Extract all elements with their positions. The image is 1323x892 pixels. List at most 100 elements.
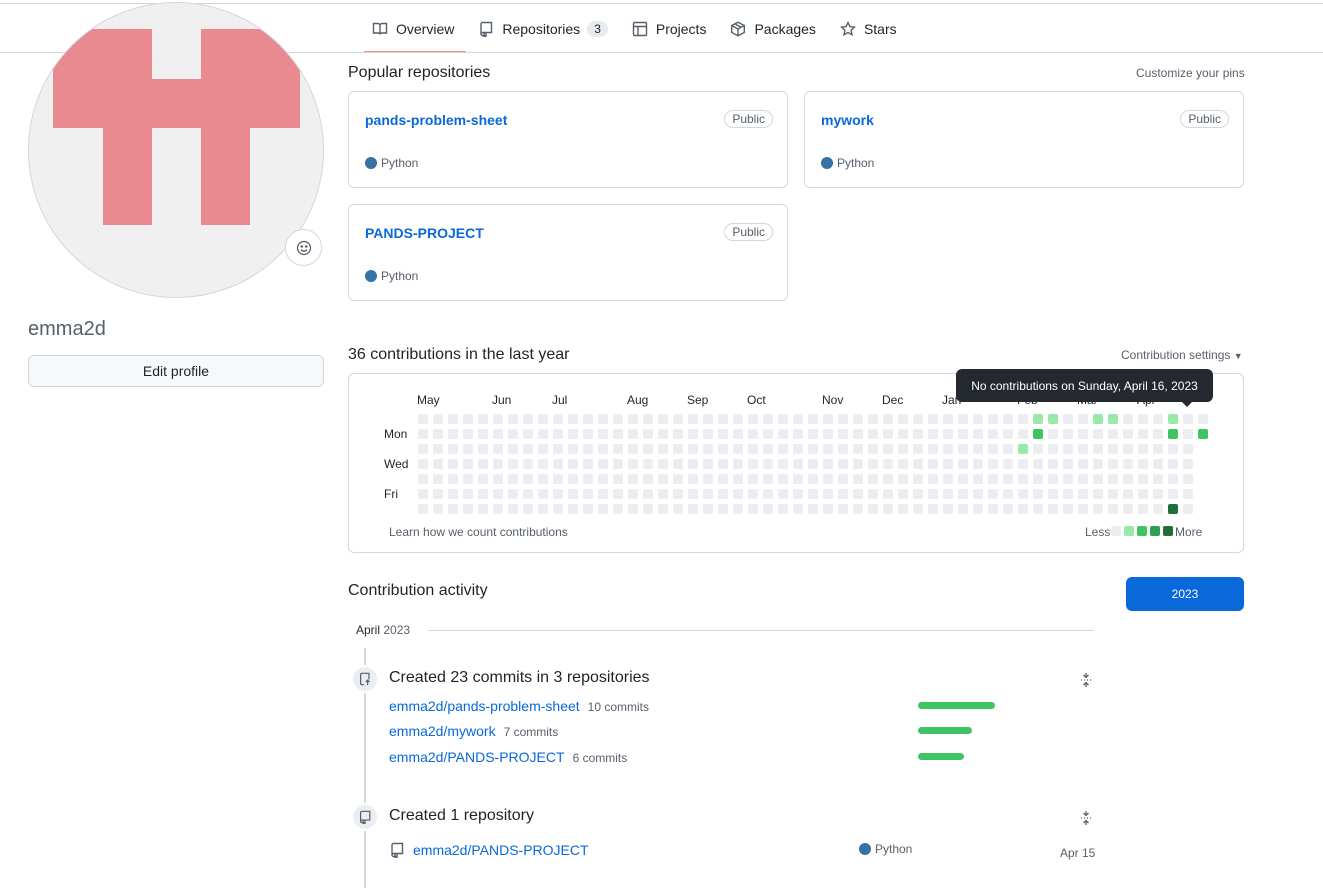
contribution-day[interactable]	[463, 474, 473, 484]
contribution-day[interactable]	[1138, 459, 1148, 469]
contribution-day[interactable]	[673, 429, 683, 439]
learn-contributions-link[interactable]: Learn how we count contributions	[389, 525, 568, 539]
contribution-day[interactable]	[553, 504, 563, 514]
contribution-day[interactable]	[1078, 414, 1088, 424]
contribution-day[interactable]	[508, 429, 518, 439]
commit-repo-link[interactable]: emma2d/mywork	[389, 723, 496, 739]
year-2023-button[interactable]: 2023	[1126, 577, 1244, 611]
contribution-day[interactable]	[988, 474, 998, 484]
edit-profile-button[interactable]: Edit profile	[28, 355, 324, 387]
customize-pins-link[interactable]: Customize your pins	[1136, 66, 1245, 80]
contribution-day[interactable]	[553, 459, 563, 469]
contribution-day[interactable]	[823, 474, 833, 484]
contribution-day[interactable]	[508, 414, 518, 424]
contribution-day[interactable]	[463, 414, 473, 424]
contribution-day[interactable]	[583, 459, 593, 469]
contribution-day[interactable]	[658, 459, 668, 469]
contribution-day[interactable]	[868, 414, 878, 424]
contribution-day[interactable]	[1033, 474, 1043, 484]
contribution-day[interactable]	[418, 459, 428, 469]
contribution-day[interactable]	[628, 474, 638, 484]
contribution-day[interactable]	[1123, 474, 1133, 484]
contribution-day[interactable]	[598, 504, 608, 514]
contribution-day[interactable]	[988, 504, 998, 514]
contribution-day[interactable]	[973, 459, 983, 469]
contribution-day[interactable]	[748, 474, 758, 484]
contribution-day[interactable]	[778, 414, 788, 424]
contribution-day[interactable]	[703, 429, 713, 439]
contribution-day[interactable]	[523, 429, 533, 439]
contribution-day[interactable]	[508, 474, 518, 484]
contribution-day[interactable]	[1063, 459, 1073, 469]
contribution-day[interactable]	[523, 459, 533, 469]
contribution-day[interactable]	[658, 504, 668, 514]
contribution-day[interactable]	[958, 459, 968, 469]
contribution-day[interactable]	[1003, 414, 1013, 424]
contribution-day[interactable]	[1168, 459, 1178, 469]
contribution-day[interactable]	[1048, 474, 1058, 484]
contribution-day[interactable]	[958, 444, 968, 454]
contribution-day[interactable]	[883, 474, 893, 484]
contribution-day[interactable]	[583, 504, 593, 514]
contribution-day[interactable]	[958, 414, 968, 424]
contribution-day[interactable]	[613, 429, 623, 439]
contribution-day[interactable]	[733, 444, 743, 454]
contribution-day[interactable]	[1183, 429, 1193, 439]
contribution-day[interactable]	[883, 429, 893, 439]
contribution-day[interactable]	[898, 504, 908, 514]
contribution-day[interactable]	[733, 429, 743, 439]
contribution-day[interactable]	[928, 474, 938, 484]
contribution-day[interactable]	[838, 444, 848, 454]
contribution-day[interactable]	[1108, 474, 1118, 484]
contribution-day[interactable]	[748, 444, 758, 454]
contribution-day[interactable]	[1183, 489, 1193, 499]
contribution-day[interactable]	[823, 414, 833, 424]
contribution-day[interactable]	[793, 474, 803, 484]
contribution-day[interactable]	[583, 474, 593, 484]
contribution-day[interactable]	[853, 414, 863, 424]
contribution-day[interactable]	[718, 429, 728, 439]
contribution-day[interactable]	[778, 474, 788, 484]
contribution-day[interactable]	[688, 474, 698, 484]
contribution-day[interactable]	[808, 504, 818, 514]
contribution-day[interactable]	[553, 474, 563, 484]
contribution-day[interactable]	[1138, 444, 1148, 454]
contribution-day[interactable]	[853, 474, 863, 484]
contribution-day[interactable]	[823, 459, 833, 469]
contribution-day[interactable]	[913, 429, 923, 439]
contribution-day[interactable]	[1138, 429, 1148, 439]
contribution-day[interactable]	[463, 459, 473, 469]
contribution-day[interactable]	[1153, 474, 1163, 484]
contribution-day[interactable]	[973, 414, 983, 424]
contribution-day[interactable]	[613, 444, 623, 454]
contribution-day[interactable]	[928, 489, 938, 499]
contribution-day[interactable]	[553, 489, 563, 499]
contribution-day[interactable]	[1063, 429, 1073, 439]
contribution-day[interactable]	[643, 444, 653, 454]
contribution-day[interactable]	[1033, 504, 1043, 514]
contribution-day[interactable]	[418, 429, 428, 439]
contribution-day[interactable]	[913, 504, 923, 514]
contribution-day[interactable]	[703, 444, 713, 454]
tab-overview[interactable]: Overview	[364, 6, 467, 53]
contribution-day[interactable]	[448, 414, 458, 424]
contribution-day[interactable]	[448, 444, 458, 454]
contribution-day[interactable]	[568, 489, 578, 499]
contribution-day[interactable]	[418, 414, 428, 424]
commit-count-link[interactable]: 6 commits	[572, 751, 628, 765]
contribution-day[interactable]	[628, 459, 638, 469]
commit-count-link[interactable]: 7 commits	[503, 725, 559, 739]
contribution-day[interactable]	[1108, 414, 1118, 424]
contribution-day[interactable]	[1048, 429, 1058, 439]
contribution-day[interactable]	[628, 444, 638, 454]
contribution-day[interactable]	[1168, 504, 1178, 514]
contribution-day[interactable]	[1198, 429, 1208, 439]
contribution-day[interactable]	[433, 504, 443, 514]
contribution-day[interactable]	[763, 444, 773, 454]
contribution-day[interactable]	[943, 489, 953, 499]
contribution-day[interactable]	[493, 429, 503, 439]
contribution-day[interactable]	[448, 459, 458, 469]
contribution-day[interactable]	[583, 489, 593, 499]
contribution-day[interactable]	[718, 489, 728, 499]
contribution-day[interactable]	[583, 429, 593, 439]
